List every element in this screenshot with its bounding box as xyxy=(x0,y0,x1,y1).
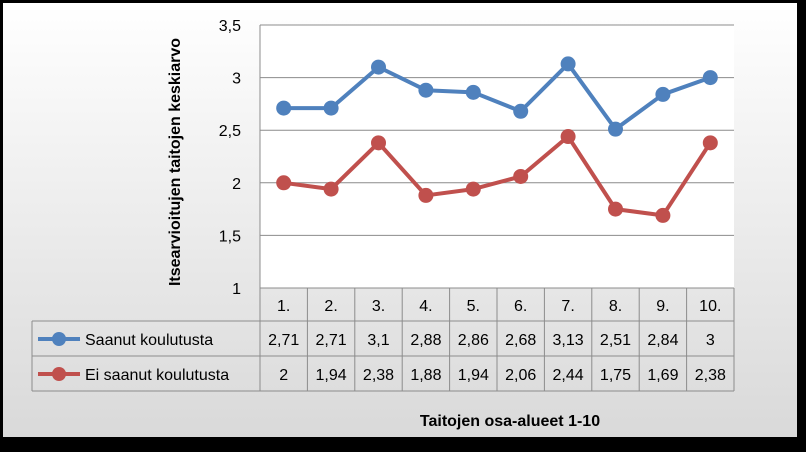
data-point xyxy=(513,103,529,119)
table-value: 1,94 xyxy=(316,367,347,384)
y-tick-labels: 1 1,5 2 2,5 3 3,5 xyxy=(219,18,241,298)
table-value: 1,94 xyxy=(458,367,489,384)
y-axis-title: Itsearvioitujen taitojen keskiarvo xyxy=(167,38,184,286)
table-value: 2,44 xyxy=(553,367,584,384)
table-value: 2,38 xyxy=(695,367,726,384)
series-line xyxy=(283,61,711,132)
data-point xyxy=(323,100,339,116)
table-value: 2 xyxy=(279,367,288,384)
table-value: 2,84 xyxy=(647,332,678,349)
table-value: 2,06 xyxy=(505,367,536,384)
category-label: 4. xyxy=(419,298,432,315)
series-line xyxy=(283,134,712,218)
table-value: 2,68 xyxy=(505,332,536,349)
data-point xyxy=(418,82,434,98)
table-value: 2,51 xyxy=(600,332,631,349)
y-tick-label: 2 xyxy=(232,176,241,193)
legend-label: Ei saanut koulutusta xyxy=(85,367,229,384)
data-point xyxy=(560,129,576,145)
category-label: 2. xyxy=(324,298,337,315)
category-label: 7. xyxy=(561,298,574,315)
table-value: 1,75 xyxy=(600,367,631,384)
series-layer xyxy=(276,56,718,223)
table-value: 2,86 xyxy=(458,332,489,349)
data-point xyxy=(465,84,481,100)
table-value: 2,71 xyxy=(316,332,347,349)
category-label: 9. xyxy=(656,298,669,315)
y-tick-label: 3 xyxy=(232,71,241,88)
table-value: 3,1 xyxy=(367,332,389,349)
category-label: 10. xyxy=(699,298,721,315)
table-value: 3,13 xyxy=(553,332,584,349)
category-label: 3. xyxy=(372,298,385,315)
data-point xyxy=(702,70,718,86)
x-axis-title: Taitojen osa-alueet 1-10 xyxy=(420,413,600,430)
data-point xyxy=(608,121,623,137)
data-point xyxy=(276,100,292,116)
table-value: 2,38 xyxy=(363,367,394,384)
legend-label: Saanut koulutusta xyxy=(85,332,213,349)
data-point xyxy=(702,135,718,151)
table-value: 1,88 xyxy=(410,367,441,384)
y-tick-label: 2,5 xyxy=(219,123,241,140)
data-point xyxy=(371,135,386,151)
legend-key-marker xyxy=(52,332,66,346)
data-point xyxy=(560,56,576,72)
data-point xyxy=(608,201,623,217)
data-point xyxy=(418,187,434,203)
table-value: 1,69 xyxy=(647,367,678,384)
category-label: 6. xyxy=(514,298,527,315)
plot-area xyxy=(260,25,734,288)
table-value: 2,88 xyxy=(410,332,441,349)
y-tick-label: 1 xyxy=(232,281,241,298)
category-label: 1. xyxy=(277,298,290,315)
data-point xyxy=(513,168,529,184)
data-point xyxy=(465,181,481,197)
category-label: 5. xyxy=(467,298,480,315)
data-point xyxy=(655,86,671,102)
data-point xyxy=(371,59,386,75)
table-value: 3 xyxy=(706,332,715,349)
data-point xyxy=(655,207,671,223)
table-value: 2,71 xyxy=(268,332,299,349)
y-tick-label: 3,5 xyxy=(219,18,241,35)
data-point xyxy=(276,175,292,191)
legend-key-marker xyxy=(52,367,66,381)
category-label: 8. xyxy=(609,298,622,315)
y-tick-label: 1,5 xyxy=(219,228,241,245)
data-point xyxy=(323,181,339,197)
data-table: 1. 2. 3. 4. 5. 6. 7. 8. 9. 10. Saanut koulutusta 2,… xyxy=(31,287,735,392)
